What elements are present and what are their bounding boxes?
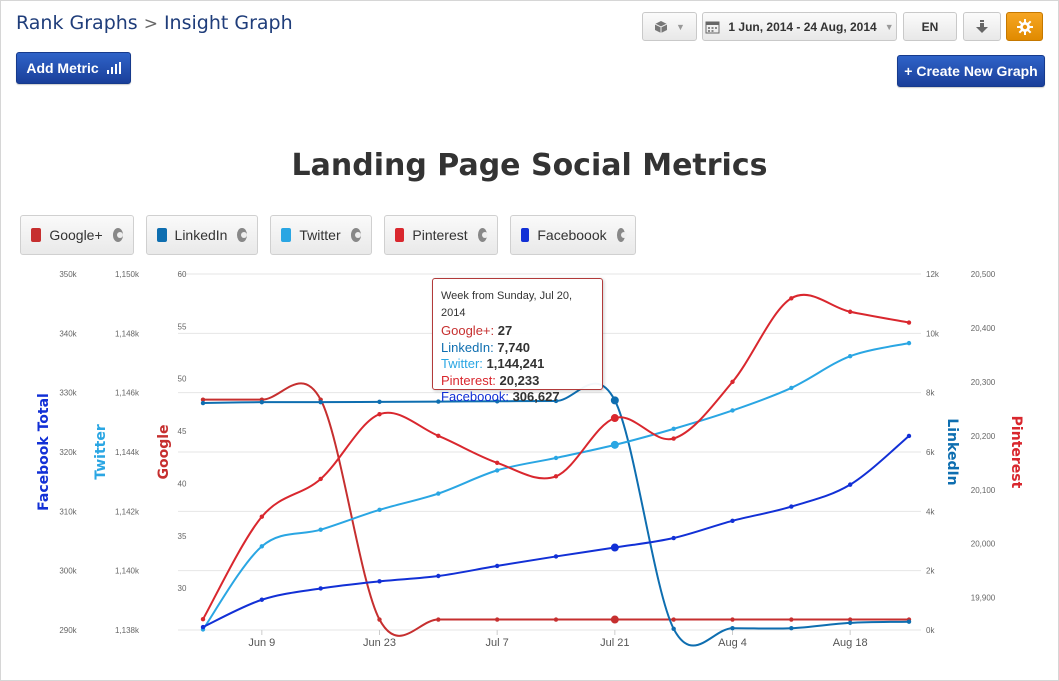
breadcrumb-current: Insight Graph: [163, 12, 293, 34]
tooltip-row-pinterest: Pinterest: 20,233: [441, 373, 594, 390]
tooltip-value: 27: [497, 323, 513, 338]
legend-label: Twitter: [299, 227, 341, 243]
breadcrumb: Rank Graphs > Insight Graph: [16, 12, 293, 34]
gear-icon[interactable]: [237, 228, 247, 242]
calendar-icon: [705, 21, 720, 33]
settings-button[interactable]: [1006, 12, 1043, 41]
chart-title: Landing Page Social Metrics: [291, 148, 768, 183]
create-new-graph-label: + Create New Graph: [904, 63, 1038, 79]
tooltip-header: Week from Sunday, Jul 20, 2014: [441, 290, 573, 319]
tooltip-row-linkedin: LinkedIn: 7,740: [441, 340, 594, 357]
date-range-value: 1 Jun, 2014 - 24 Aug, 2014: [728, 19, 877, 34]
legend-item-facebook[interactable]: Faceboook: [510, 215, 636, 255]
legend-item-google[interactable]: Google+: [20, 215, 134, 255]
tooltip-row-google: Google+: 27: [441, 323, 594, 340]
cube-icon: [654, 20, 668, 33]
gear-icon[interactable]: [477, 228, 489, 242]
gear-icon[interactable]: [112, 228, 123, 242]
legend-label: LinkedIn: [174, 227, 228, 243]
tooltip-label: Faceboook:: [441, 389, 509, 404]
tooltip-value: 306,627: [512, 389, 560, 404]
download-button[interactable]: [963, 12, 1001, 41]
tooltip-label: Google+:: [441, 323, 495, 338]
date-range-picker[interactable]: 1 Jun, 2014 - 24 Aug, 2014 ▼: [702, 12, 897, 41]
chart-tooltip: Week from Sunday, Jul 20, 2014 Google+: …: [432, 278, 603, 404]
download-icon: [976, 19, 988, 33]
legend-swatch: [521, 228, 530, 242]
legend-item-linkedin[interactable]: LinkedIn: [146, 215, 258, 255]
add-metric-label: Add Metric: [26, 60, 99, 76]
tooltip-label: LinkedIn:: [441, 339, 494, 355]
view-mode-dropdown[interactable]: ▼: [642, 12, 697, 41]
add-metric-button[interactable]: Add Metric: [16, 52, 131, 84]
language-value: EN: [921, 19, 939, 34]
legend-label: Google+: [49, 227, 103, 243]
gear-icon[interactable]: [350, 228, 361, 242]
legend-swatch: [395, 228, 405, 242]
tooltip-label: Twitter:: [441, 356, 483, 371]
breadcrumb-root[interactable]: Rank Graphs: [16, 12, 138, 34]
tooltip-value: 7,740: [497, 339, 530, 355]
tooltip-value: 1,144,241: [486, 356, 545, 371]
legend-swatch: [31, 228, 42, 242]
gear-icon: [1016, 18, 1033, 35]
gear-icon[interactable]: [616, 228, 628, 242]
language-dropdown[interactable]: EN: [903, 12, 957, 41]
create-new-graph-button[interactable]: + Create New Graph: [897, 55, 1045, 87]
legend-swatch: [281, 228, 292, 242]
legend-item-twitter[interactable]: Twitter: [270, 215, 372, 255]
legend-label: Pinterest: [412, 227, 468, 243]
legend-swatch: [157, 228, 167, 242]
chevron-down-icon: ▼: [676, 21, 685, 32]
chevron-down-icon: ▼: [884, 21, 894, 32]
legend-item-pinterest[interactable]: Pinterest: [384, 215, 498, 255]
legend-label: Faceboook: [537, 227, 607, 243]
breadcrumb-separator: >: [143, 14, 158, 34]
tooltip-row-facebook: Faceboook: 306,627: [441, 389, 594, 406]
tooltip-row-twitter: Twitter: 1,144,241: [441, 356, 594, 373]
tooltip-value: 20,233: [499, 372, 540, 388]
bar-chart-icon: [106, 62, 121, 74]
tooltip-label: Pinterest:: [441, 372, 496, 388]
